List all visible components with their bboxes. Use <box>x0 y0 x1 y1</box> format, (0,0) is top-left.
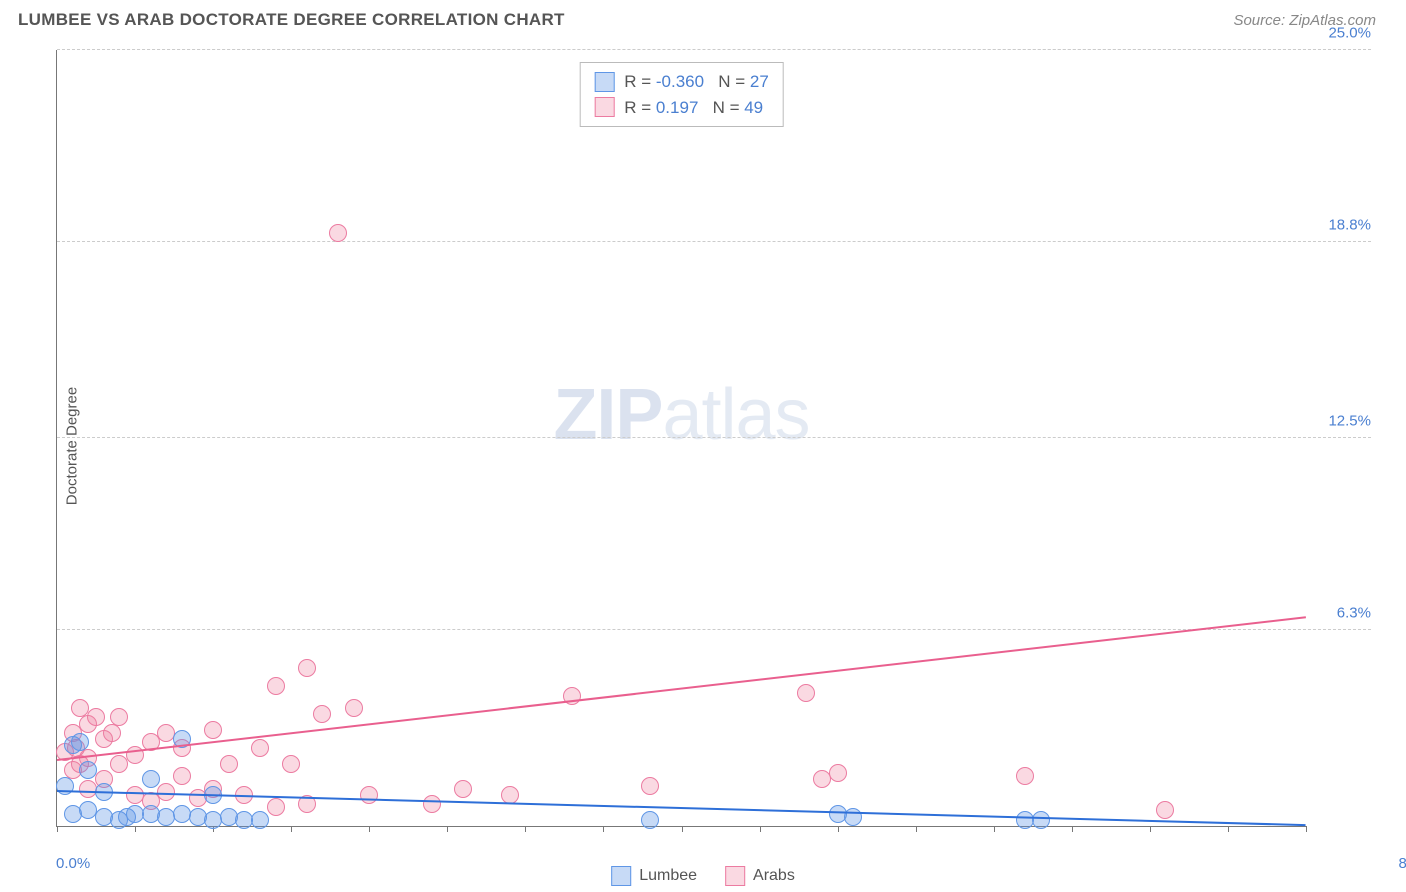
legend-series: Lumbee Arabs <box>611 866 795 886</box>
x-tick <box>1306 826 1307 832</box>
x-axis-max-label: 80.0% <box>1398 855 1406 872</box>
y-tick-label: 18.8% <box>1328 217 1371 234</box>
data-point <box>267 798 285 816</box>
legend-correlation-box: R = -0.360 N = 27R = 0.197 N = 49 <box>579 62 784 127</box>
legend-stats: R = 0.197 N = 49 <box>624 95 763 121</box>
chart-container: Doctorate Degree ZIPatlas R = -0.360 N =… <box>18 40 1376 852</box>
legend-stats: R = -0.360 N = 27 <box>624 69 769 95</box>
data-point <box>251 739 269 757</box>
legend-label: Arabs <box>753 867 795 885</box>
x-tick <box>760 826 761 832</box>
data-point <box>71 733 89 751</box>
data-point <box>1156 801 1174 819</box>
grid-line <box>57 437 1371 438</box>
grid-line <box>57 241 1371 242</box>
data-point <box>829 764 847 782</box>
data-point <box>641 777 659 795</box>
legend-row: R = 0.197 N = 49 <box>594 95 769 121</box>
data-point <box>298 659 316 677</box>
watermark: ZIPatlas <box>553 374 809 456</box>
data-point <box>844 808 862 826</box>
data-point <box>797 684 815 702</box>
legend-swatch <box>594 72 614 92</box>
data-point <box>220 755 238 773</box>
x-tick <box>1228 826 1229 832</box>
x-tick <box>1072 826 1073 832</box>
x-tick <box>369 826 370 832</box>
data-point <box>313 705 331 723</box>
data-point <box>267 677 285 695</box>
y-tick-label: 12.5% <box>1328 413 1371 430</box>
x-tick <box>603 826 604 832</box>
data-point <box>423 795 441 813</box>
data-point <box>360 786 378 804</box>
legend-item: Arabs <box>725 866 795 886</box>
legend-label: Lumbee <box>639 867 697 885</box>
x-tick <box>1150 826 1151 832</box>
data-point <box>79 761 97 779</box>
data-point <box>87 708 105 726</box>
x-tick <box>291 826 292 832</box>
data-point <box>1016 767 1034 785</box>
legend-item: Lumbee <box>611 866 697 886</box>
legend-swatch <box>725 866 745 886</box>
trend-line <box>57 616 1306 761</box>
data-point <box>641 811 659 829</box>
x-tick <box>682 826 683 832</box>
y-tick-label: 6.3% <box>1337 605 1371 622</box>
data-point <box>345 699 363 717</box>
x-tick <box>994 826 995 832</box>
chart-title: LUMBEE VS ARAB DOCTORATE DEGREE CORRELAT… <box>18 10 565 30</box>
legend-row: R = -0.360 N = 27 <box>594 69 769 95</box>
x-tick <box>838 826 839 832</box>
data-point <box>329 224 347 242</box>
data-point <box>173 767 191 785</box>
x-tick <box>57 826 58 832</box>
legend-swatch <box>594 97 614 117</box>
x-tick <box>916 826 917 832</box>
data-point <box>142 770 160 788</box>
x-tick <box>135 826 136 832</box>
data-point <box>454 780 472 798</box>
data-point <box>103 724 121 742</box>
plot-area: ZIPatlas R = -0.360 N = 27R = 0.197 N = … <box>56 50 1306 827</box>
y-tick-label: 25.0% <box>1328 25 1371 42</box>
legend-swatch <box>611 866 631 886</box>
x-tick <box>447 826 448 832</box>
x-tick <box>525 826 526 832</box>
data-point <box>1032 811 1050 829</box>
data-point <box>204 721 222 739</box>
data-point <box>251 811 269 829</box>
grid-line <box>57 49 1371 50</box>
data-point <box>110 708 128 726</box>
x-axis-min-label: 0.0% <box>56 855 90 872</box>
data-point <box>282 755 300 773</box>
